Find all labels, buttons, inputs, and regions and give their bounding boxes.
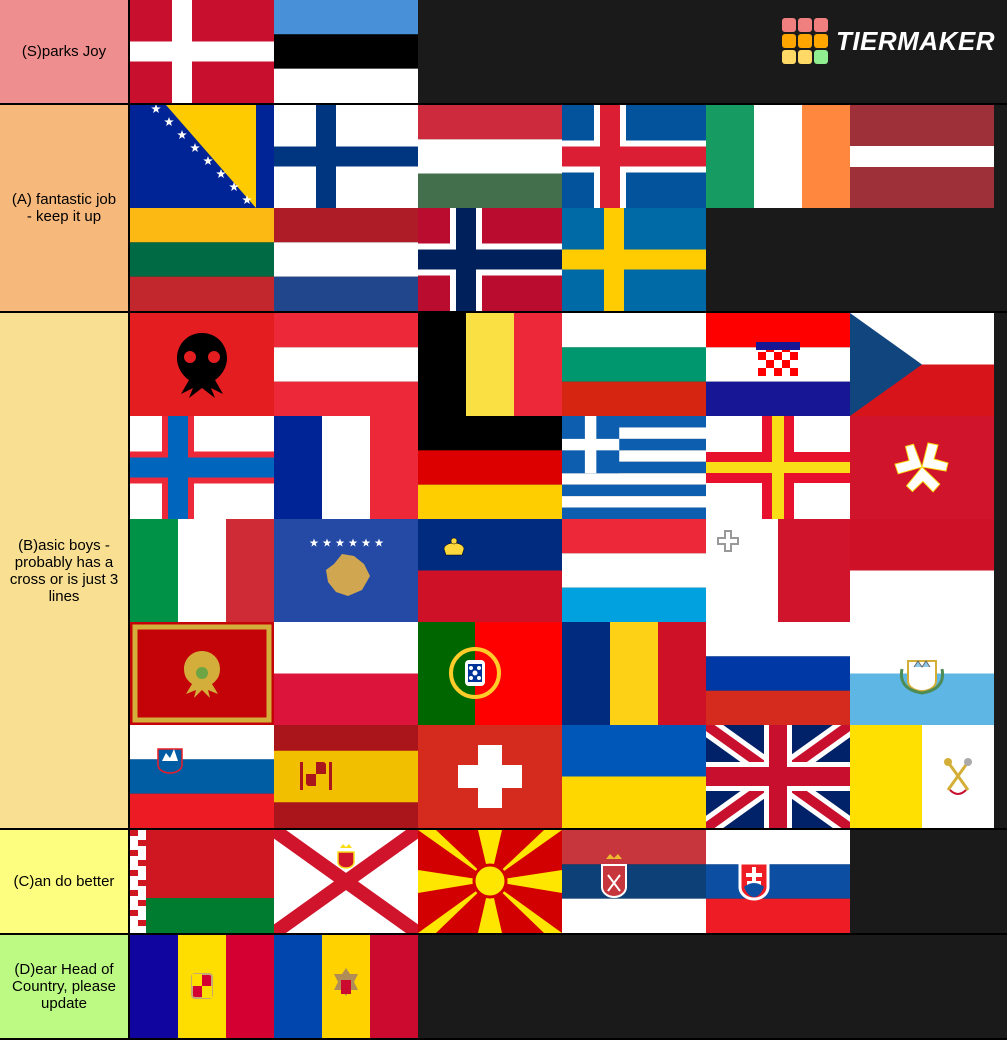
flag-estonia[interactable] [274, 0, 418, 103]
flag-uk[interactable] [706, 725, 850, 828]
flag-montenegro[interactable] [130, 622, 274, 725]
flag-monaco[interactable] [850, 519, 994, 622]
flag-switzerland[interactable] [418, 725, 562, 828]
tier-label[interactable]: (D)ear Head of Country, please update [0, 935, 130, 1038]
flag-ukraine[interactable] [562, 725, 706, 828]
flag-sweden[interactable] [562, 208, 706, 311]
tier-row: (D)ear Head of Country, please update [0, 935, 1007, 1040]
flag-spain[interactable] [274, 725, 418, 828]
tier-row: (B)asic boys - probably has a cross or i… [0, 313, 1007, 830]
flag-norway[interactable] [418, 208, 562, 311]
flag-denmark[interactable] [130, 0, 274, 103]
flag-guernsey[interactable] [706, 416, 850, 519]
flag-romania[interactable] [562, 622, 706, 725]
flag-italy[interactable] [130, 519, 274, 622]
flag-sanmarino[interactable] [850, 622, 994, 725]
flag-isleofman[interactable] [850, 416, 994, 519]
flag-germany[interactable] [418, 416, 562, 519]
flag-lithuania[interactable] [130, 208, 274, 311]
flag-russia[interactable] [706, 622, 850, 725]
tiermaker-logo-text: TIERMAKER [836, 26, 995, 57]
tier-row: (C)an do better [0, 830, 1007, 935]
flag-andorra[interactable] [130, 935, 274, 1038]
tier-list: (S)parks Joy TIERMAKER (A) fantastic job -… [0, 0, 1007, 1040]
flag-netherlands[interactable] [274, 208, 418, 311]
tier-items[interactable] [130, 935, 1007, 1038]
flag-hungary[interactable] [418, 105, 562, 208]
tiermaker-watermark: TIERMAKER [782, 18, 995, 64]
tier-row: (A) fantastic job - keep it up [0, 105, 1007, 313]
tiermaker-logo-icon [782, 18, 828, 64]
flag-finland[interactable] [274, 105, 418, 208]
flag-bosnia[interactable] [130, 105, 274, 208]
flag-france[interactable] [274, 416, 418, 519]
flag-slovenia[interactable] [130, 725, 274, 828]
flag-malta[interactable] [706, 519, 850, 622]
flag-macedonia[interactable] [418, 830, 562, 933]
flag-belarus[interactable] [130, 830, 274, 933]
flag-portugal[interactable] [418, 622, 562, 725]
flag-austria[interactable] [274, 313, 418, 416]
tier-row: (S)parks Joy TIERMAKER [0, 0, 1007, 105]
flag-greece[interactable] [562, 416, 706, 519]
flag-bulgaria[interactable] [562, 313, 706, 416]
flag-poland[interactable] [274, 622, 418, 725]
tier-label[interactable]: (S)parks Joy [0, 0, 130, 103]
flag-ireland[interactable] [706, 105, 850, 208]
flag-albania[interactable] [130, 313, 274, 416]
flag-kosovo[interactable] [274, 519, 418, 622]
flag-iceland[interactable] [562, 105, 706, 208]
tier-items[interactable]: TIERMAKER [130, 0, 1007, 103]
flag-faroe[interactable] [130, 416, 274, 519]
tier-items[interactable] [130, 105, 1007, 311]
flag-slovakia[interactable] [706, 830, 850, 933]
tier-items[interactable] [130, 830, 1007, 933]
flag-czech[interactable] [850, 313, 994, 416]
flag-serbia[interactable] [562, 830, 706, 933]
flag-croatia[interactable] [706, 313, 850, 416]
flag-vatican[interactable] [850, 725, 994, 828]
flag-moldova[interactable] [274, 935, 418, 1038]
flag-belgium[interactable] [418, 313, 562, 416]
flag-jersey[interactable] [274, 830, 418, 933]
flag-liechtenstein[interactable] [418, 519, 562, 622]
flag-latvia[interactable] [850, 105, 994, 208]
flag-luxembourg[interactable] [562, 519, 706, 622]
tier-label[interactable]: (B)asic boys - probably has a cross or i… [0, 313, 130, 828]
tier-items[interactable] [130, 313, 1007, 828]
tier-label[interactable]: (A) fantastic job - keep it up [0, 105, 130, 311]
tier-label[interactable]: (C)an do better [0, 830, 130, 933]
